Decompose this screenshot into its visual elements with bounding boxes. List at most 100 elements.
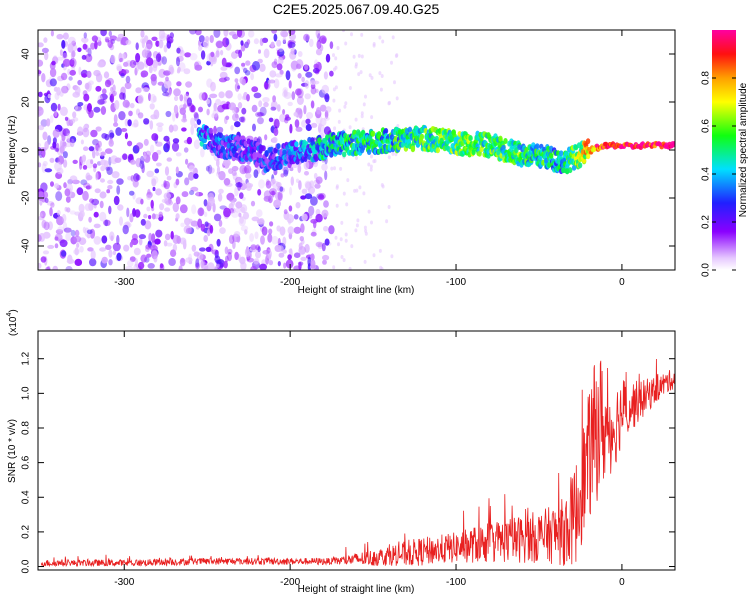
heatmap-noise-cell [362, 102, 366, 107]
heatmap-signal-cell [314, 155, 319, 162]
heatmap-noise-cell [64, 116, 69, 121]
heatmap-noise-cell [286, 214, 295, 224]
heatmap-noise-cell [255, 111, 263, 118]
heatmap-noise-cell [287, 254, 292, 260]
heatmap-noise-cell [163, 192, 171, 200]
heatmap-noise-cell [379, 265, 383, 270]
heatmap-noise-cell [57, 226, 65, 232]
heatmap-noise-cell [179, 107, 186, 115]
heatmap-noise-cell [116, 178, 124, 185]
heatmap-noise-cell [129, 102, 135, 109]
heatmap-noise-cell [215, 50, 220, 58]
heatmap-noise-cell [193, 251, 200, 257]
heatmap-noise-cell [333, 166, 336, 171]
heatmap-noise-cell [39, 199, 43, 206]
heatmap-signal-cell [585, 138, 591, 145]
heatmap-noise-cell [321, 84, 330, 94]
heatmap-noise-cell [97, 147, 102, 152]
heatmap-noise-cell [158, 68, 166, 78]
heatmap-noise-cell [129, 241, 133, 248]
heatmap-noise-cell [81, 154, 87, 162]
heatmap-noise-cell [356, 218, 360, 223]
heatmap-noise-cell [197, 207, 205, 217]
heatmap-noise-cell [221, 57, 227, 67]
heatmap-noise-cell [203, 235, 208, 242]
heatmap-noise-cell [52, 265, 58, 270]
heatmap-noise-cell [261, 226, 268, 236]
heatmap-noise-cell [231, 210, 239, 218]
heatmap-noise-cell [269, 188, 277, 196]
heatmap-noise-cell [391, 151, 395, 156]
heatmap-noise-cell [369, 164, 373, 169]
heatmap-noise-cell [193, 173, 199, 180]
heatmap-noise-cell [273, 33, 278, 42]
heatmap-noise-cell [315, 241, 323, 248]
heatmap-noise-cell [191, 204, 197, 215]
heatmap-noise-cell [395, 96, 399, 101]
heatmap-noise-cell [263, 190, 272, 200]
heatmap-noise-cell [203, 199, 208, 207]
y-tick-label: 0 [21, 147, 32, 153]
heatmap-noise-cell [234, 66, 241, 75]
heatmap-noise-cell [311, 80, 320, 85]
heatmap-signal-cell [559, 150, 564, 157]
heatmap-noise-cell [279, 186, 284, 192]
heatmap-noise-cell [246, 94, 250, 102]
heatmap-noise-cell [222, 37, 230, 48]
heatmap-noise-cell [133, 247, 141, 256]
heatmap-noise-cell [40, 256, 47, 263]
heatmap-noise-cell [320, 104, 327, 112]
heatmap-noise-cell [85, 185, 91, 190]
heatmap-noise-cell [109, 95, 113, 102]
heatmap-noise-cell [56, 209, 61, 216]
heatmap-noise-cell [172, 112, 176, 122]
heatmap-noise-cell [310, 253, 315, 261]
heatmap-noise-cell [168, 124, 174, 133]
heatmap-noise-cell [138, 237, 143, 246]
heatmap-noise-cell [204, 221, 209, 227]
heatmap-noise-cell [50, 202, 55, 208]
top-x-axis-label: Height of straight line (km) [298, 285, 415, 296]
heatmap-noise-cell [41, 73, 46, 83]
heatmap-noise-cell [240, 40, 244, 46]
heatmap-noise-cell [337, 119, 341, 124]
heatmap-noise-cell [323, 116, 330, 121]
heatmap-noise-cell [213, 125, 217, 136]
heatmap-noise-cell [172, 124, 179, 132]
heatmap-noise-cell [137, 94, 144, 105]
heatmap-noise-cell [223, 207, 231, 218]
heatmap-noise-cell [92, 149, 96, 159]
heatmap-noise-cell [92, 139, 99, 146]
heatmap-noise-cell [344, 238, 348, 243]
heatmap-noise-cell [60, 250, 67, 257]
heatmap-noise-cell [69, 210, 77, 215]
heatmap-noise-cell [219, 128, 223, 133]
heatmap-noise-cell [190, 105, 196, 113]
heatmap-noise-cell [166, 242, 173, 247]
heatmap-noise-cell [100, 178, 105, 183]
heatmap-noise-cell [283, 91, 292, 100]
heatmap-noise-cell [88, 216, 92, 223]
heatmap-noise-cell [54, 236, 59, 241]
heatmap-noise-cell [332, 265, 336, 270]
heatmap-noise-cell [288, 80, 292, 89]
heatmap-noise-cell [340, 255, 344, 259]
heatmap-noise-cell [116, 252, 122, 261]
heatmap-noise-cell [313, 172, 318, 180]
heatmap-noise-cell [122, 153, 128, 160]
heatmap-noise-cell [42, 131, 48, 141]
heatmap-noise-cell [86, 184, 93, 190]
heatmap-noise-cell [355, 188, 359, 193]
heatmap-noise-cell [381, 39, 385, 44]
heatmap-noise-cell [251, 86, 259, 93]
y-multiplier-base: (x10 [8, 316, 19, 336]
heatmap-noise-cell [146, 170, 155, 178]
heatmap-noise-cell [240, 206, 246, 214]
heatmap-noise-cell [216, 263, 220, 268]
heatmap-noise-cell [198, 92, 206, 101]
heatmap-noise-cell [156, 122, 164, 127]
heatmap-noise-cell [255, 244, 260, 251]
heatmap-noise-cell [77, 102, 84, 107]
heatmap-noise-cell [93, 223, 101, 229]
heatmap-noise-cell [344, 41, 348, 46]
